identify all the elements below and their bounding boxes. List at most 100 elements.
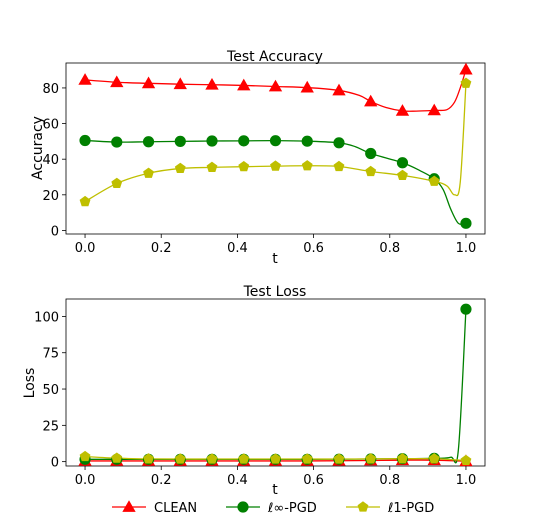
accuracy-clean-point [395, 104, 410, 116]
legend-marker [357, 501, 369, 512]
loss-chart: Test Loss 0.0 0.2 0.4 0.6 0.8 1.0 0 25 50 75 100 t… [22, 284, 486, 498]
legend-label: CLEAN [154, 501, 197, 516]
loss-l1-pgd-point [174, 453, 186, 464]
accuracy-l1-pgd-point [174, 162, 186, 174]
accuracy-chart-title: Test Accuracy [226, 49, 323, 65]
loss-l1-pgd-point [79, 450, 91, 462]
accuracy-linf-pgd-point [396, 157, 409, 169]
accuracy-markers [78, 62, 473, 229]
accuracy-linf-pgd-point [333, 137, 345, 149]
legend-item: ℓ1-PGD [346, 501, 434, 516]
loss-l1-pgd-point [111, 452, 123, 463]
loss-y-tick-label: 75 [42, 347, 59, 362]
loss-markers [78, 303, 473, 467]
loss-x-tick-label: 0.2 [151, 473, 172, 488]
accuracy-l1-pgd-point [143, 167, 154, 178]
accuracy-clean-point [205, 77, 219, 90]
accuracy-l1-pgd-point [428, 175, 440, 186]
legend-label: ℓ∞-PGD [267, 501, 317, 516]
loss-linf-pgd-point [460, 303, 472, 315]
legend: CLEAN ℓ∞-PGD ℓ1-PGD [112, 500, 434, 516]
loss-l1-pgd-point [301, 453, 313, 464]
accuracy-clean-point [427, 103, 441, 116]
accuracy-l1-pgd-point [301, 160, 313, 171]
loss-l1-pgd-point [238, 453, 250, 464]
accuracy-x-tick-label: 0.0 [75, 241, 96, 256]
accuracy-l1-pgd-point [365, 165, 377, 177]
accuracy-linf-pgd-point [142, 136, 155, 148]
loss-y-tick-label: 25 [42, 419, 59, 434]
loss-l1-pgd-point [397, 453, 408, 464]
accuracy-chart: Test Accuracy 0.0 0.2 0.4 0.6 0.8 1.0 0 20 40 60 8… [30, 49, 486, 267]
accuracy-linf-pgd-point [206, 135, 218, 147]
legend-item: ℓ∞-PGD [226, 501, 317, 516]
accuracy-linf-pgd-point [79, 134, 91, 147]
accuracy-y-tick-label: 0 [51, 224, 59, 239]
accuracy-clean-point [268, 79, 283, 92]
accuracy-y-tick-label: 60 [42, 118, 59, 133]
loss-ticks: 0.0 0.2 0.4 0.6 0.8 1.0 0 25 50 75 100 [34, 310, 476, 488]
accuracy-clean-point [459, 62, 473, 75]
accuracy-clean-point [364, 94, 378, 107]
accuracy-clean-point [78, 73, 92, 85]
loss-x-axis-label: t [272, 482, 278, 498]
loss-y-axis-label: Loss [22, 368, 38, 399]
loss-y-tick-label: 50 [42, 383, 59, 398]
loss-y-tick-label: 100 [34, 310, 59, 325]
accuracy-x-tick-label: 0.2 [151, 241, 172, 256]
loss-l1-pgd-point [365, 453, 377, 464]
accuracy-y-axis-label: Accuracy [30, 116, 46, 180]
accuracy-linf-pgd-point [174, 135, 186, 147]
accuracy-l1-pgd-point [206, 161, 218, 172]
accuracy-linf-pgd-point [269, 135, 282, 147]
accuracy-linf-pgd-point [365, 147, 377, 160]
accuracy-linf-pgd-point [301, 135, 313, 147]
accuracy-linf-pgd-point [460, 217, 472, 229]
accuracy-y-tick-label: 20 [42, 189, 59, 204]
loss-x-tick-label: 0.6 [303, 473, 324, 488]
accuracy-ticks: 0.0 0.2 0.4 0.6 0.8 1.0 0 20 40 60 80 [42, 82, 476, 256]
accuracy-y-tick-label: 40 [42, 153, 59, 168]
loss-l1-pgd-point [460, 454, 472, 466]
loss-plot-frame [65, 298, 486, 467]
accuracy-l1-pgd-point [270, 160, 281, 171]
accuracy-l1-pgd-point [111, 177, 123, 189]
accuracy-l1-pgd-line [84, 83, 467, 203]
accuracy-x-tick-label: 0.8 [379, 241, 400, 256]
accuracy-l1-pgd-point [333, 160, 345, 172]
accuracy-linf-pgd-point [111, 136, 123, 148]
accuracy-x-tick-label: 0.4 [227, 241, 248, 256]
loss-y-tick-label: 0 [51, 456, 59, 471]
accuracy-clean-point [110, 75, 124, 88]
loss-l1-pgd-point [270, 453, 281, 464]
accuracy-x-tick-label: 0.6 [303, 241, 324, 256]
loss-x-tick-label: 0.8 [379, 473, 400, 488]
accuracy-clean-point [332, 83, 346, 96]
accuracy-l1-pgd-point [79, 195, 91, 207]
loss-x-tick-label: 0.4 [227, 473, 248, 488]
accuracy-l1-pgd-point [460, 77, 472, 88]
accuracy-clean-point [173, 77, 187, 90]
accuracy-clean-point [141, 76, 156, 89]
accuracy-clean-point [237, 78, 251, 91]
accuracy-l1-pgd-point [238, 160, 250, 172]
loss-chart-title: Test Loss [243, 284, 307, 300]
legend-marker [122, 500, 136, 512]
accuracy-y-tick-label: 80 [42, 82, 59, 97]
accuracy-x-axis-label: t [272, 251, 278, 267]
legend-marker [237, 501, 249, 513]
loss-l1-pgd-point [428, 453, 440, 464]
legend-item: CLEAN [112, 500, 197, 516]
accuracy-linf-pgd-point [238, 135, 250, 147]
loss-x-tick-label: 1.0 [456, 473, 477, 488]
accuracy-plot-frame [65, 62, 486, 235]
accuracy-clean-point [300, 80, 314, 93]
loss-l1-pgd-point [206, 453, 218, 464]
loss-l1-pgd-point [143, 453, 154, 464]
accuracy-x-tick-label: 1.0 [456, 241, 477, 256]
accuracy-l1-pgd-point [397, 169, 408, 181]
loss-l1-pgd-point [333, 453, 345, 464]
loss-x-tick-label: 0.0 [75, 473, 96, 488]
